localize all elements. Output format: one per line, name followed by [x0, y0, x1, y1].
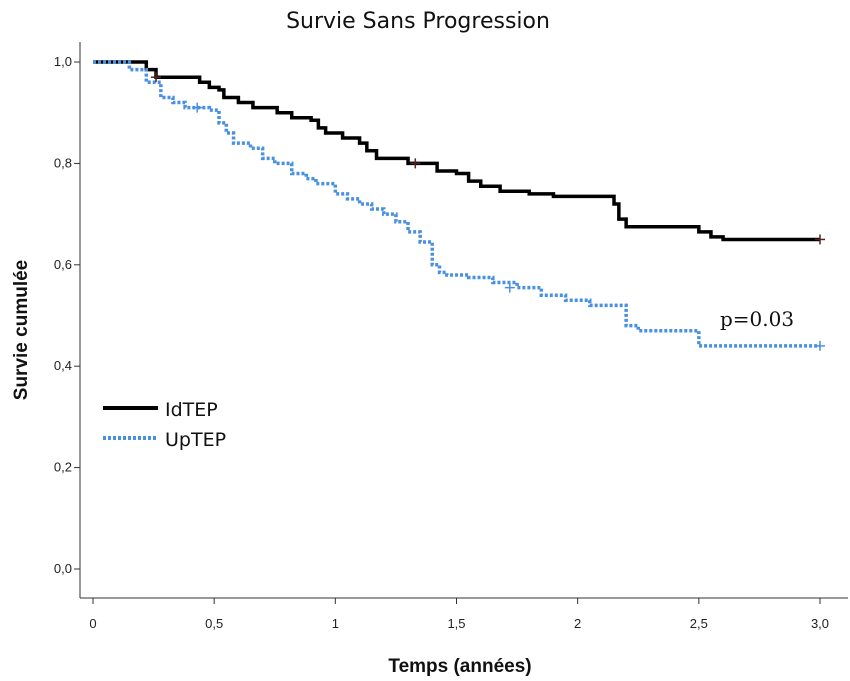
x-tick-label: 1 — [332, 616, 339, 631]
y-axis-label: Survie cumulée — [11, 260, 32, 400]
x-tick-label: 2 — [574, 616, 581, 631]
series-line-idtep — [93, 60, 820, 242]
legend-label-uptep: UpTEP — [165, 429, 226, 451]
legend-label-idtep: IdTEP — [165, 399, 218, 421]
x-tick-label: 3,0 — [811, 616, 829, 631]
x-tick-label: 0 — [89, 616, 96, 631]
chart-title: Survie Sans Progression — [286, 9, 550, 34]
censor-marks — [151, 72, 825, 351]
x-tick-label: 2,5 — [690, 616, 708, 631]
x-axis-label: Temps (années) — [388, 656, 531, 677]
p-value-annotation: p=0.03 — [720, 307, 794, 331]
y-tick-label: 0,8 — [54, 155, 72, 170]
y-tick-label: 0,4 — [54, 358, 72, 373]
legend: IdTEP UpTEP — [103, 399, 226, 451]
y-tick-label: 0,0 — [54, 561, 72, 576]
y-tick-label: 0,6 — [54, 257, 72, 272]
y-tick-label: 1,0 — [54, 54, 72, 69]
x-tick-label: 0,5 — [205, 616, 223, 631]
series-layer — [93, 60, 820, 348]
y-tick-label: 0,2 — [54, 460, 72, 475]
x-tick-label: 1,5 — [447, 616, 465, 631]
axes — [79, 42, 848, 599]
ticks: 0,0 0,2 0,4 0,6 0,8 1,0 0 0,5 1 1,5 2 2,5 3,0 — [54, 54, 829, 631]
series-line-uptep — [93, 60, 820, 348]
